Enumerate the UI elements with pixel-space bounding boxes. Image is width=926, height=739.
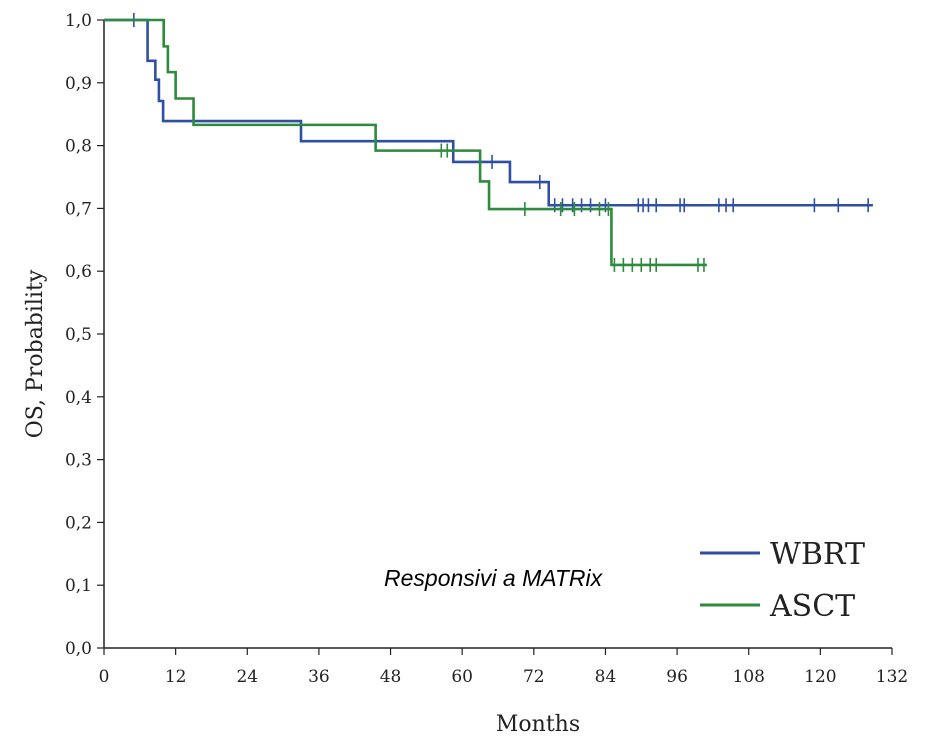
y-tick-label: 0,0 xyxy=(65,639,92,659)
y-tick-label: 0,8 xyxy=(65,137,92,157)
y-tick-label: 0,5 xyxy=(65,325,92,345)
legend-label-asct: ASCT xyxy=(769,589,855,624)
legend-label-wbrt: WBRT xyxy=(770,537,865,572)
x-tick-label: 96 xyxy=(666,667,688,687)
y-tick-label: 0,9 xyxy=(65,74,92,94)
y-tick-label: 0,7 xyxy=(65,199,92,219)
y-tick-label: 0,6 xyxy=(65,262,92,282)
x-tick-label: 84 xyxy=(595,667,617,687)
y-axis-title: OS, Probability xyxy=(23,269,48,438)
x-axis-title: Months xyxy=(496,712,580,737)
x-tick-label: 12 xyxy=(165,667,187,687)
series-line-asct xyxy=(104,18,707,267)
chart-annotation: Responsivi a MATRix xyxy=(384,565,604,591)
y-tick-label: 1,0 xyxy=(65,11,92,31)
x-tick-label: 24 xyxy=(236,667,258,687)
x-tick-label: 132 xyxy=(876,667,908,687)
x-tick-label: 48 xyxy=(380,667,402,687)
series-line-wbrt xyxy=(104,18,873,207)
x-tick-label: 60 xyxy=(451,667,473,687)
y-tick-label: 0,3 xyxy=(65,451,92,471)
x-tick-label: 108 xyxy=(733,667,765,687)
y-tick-label: 0,4 xyxy=(65,388,92,408)
y-tick-label: 0,1 xyxy=(65,576,92,596)
x-tick-label: 72 xyxy=(523,667,545,687)
x-tick-label: 120 xyxy=(804,667,836,687)
y-tick-label: 0,2 xyxy=(65,513,92,533)
x-tick-label: 36 xyxy=(308,667,330,687)
x-tick-label: 0 xyxy=(99,667,110,687)
